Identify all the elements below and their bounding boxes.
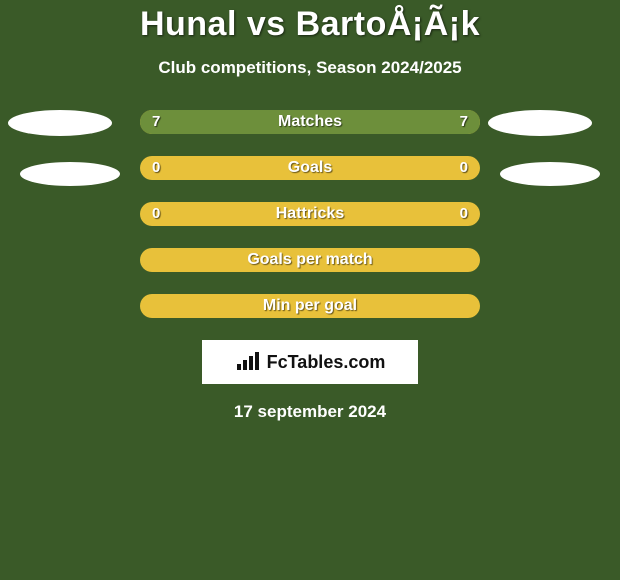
logo-text: FcTables.com [267,352,386,373]
stat-label: Matches [140,110,480,134]
stat-label: Goals per match [140,248,480,272]
avatar-ellipse [8,110,112,136]
stat-label: Goals [140,156,480,180]
avatar-ellipse [488,110,592,136]
comparison-card: Hunal vs BartoÅ¡Ã¡k Club competitions, S… [0,0,620,422]
stat-row: Goals per match [140,248,480,272]
avatar-ellipse [500,162,600,186]
stat-rows: 77Matches 00Goals 00Hattricks Goals per mat… [0,110,620,318]
bars-icon [235,352,261,372]
stat-row: 77Matches [140,110,480,134]
page-title: Hunal vs BartoÅ¡Ã¡k [0,5,620,44]
date-label: 17 september 2024 [0,402,620,422]
stat-row: 00Goals [140,156,480,180]
stat-label: Min per goal [140,294,480,318]
logo-box: FcTables.com [202,340,418,384]
stat-row: 00Hattricks [140,202,480,226]
stat-row: Min per goal [140,294,480,318]
stats-stage: 77Matches 00Goals 00Hattricks Goals per mat… [0,110,620,422]
avatar-ellipse [20,162,120,186]
subtitle: Club competitions, Season 2024/2025 [0,58,620,78]
stat-label: Hattricks [140,202,480,226]
